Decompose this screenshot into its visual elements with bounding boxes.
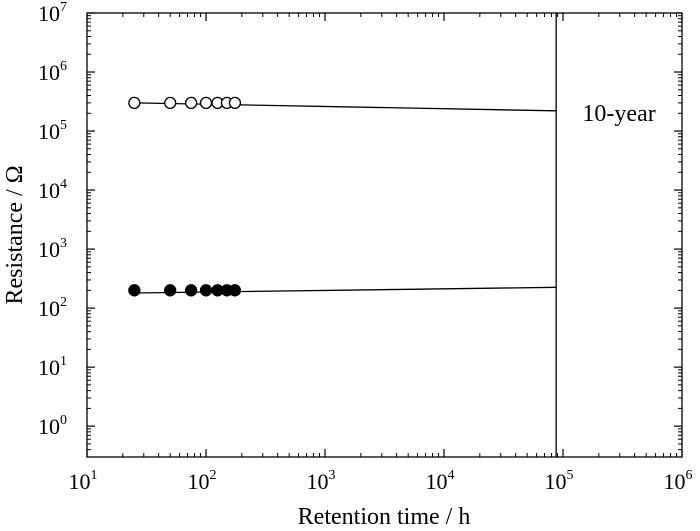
open-data-point — [228, 96, 242, 110]
x-tick-label: 102 — [188, 468, 217, 494]
x-tick-label: 103 — [307, 468, 336, 494]
filled-data-point — [164, 284, 177, 297]
x-axis-ticks: 101 102 103 104 105 106 — [69, 13, 693, 494]
filled-data-point — [228, 284, 242, 297]
fit-line — [134, 286, 557, 294]
y-tick-label: 103 — [38, 236, 67, 262]
x-tick-label: 101 — [69, 468, 98, 494]
y-tick-label: 100 — [38, 413, 67, 439]
filled-data-point — [199, 284, 213, 297]
x-axis-label: Retention time / h — [298, 504, 471, 530]
filled-data-point — [128, 284, 141, 297]
y-tick-label: 101 — [38, 354, 67, 380]
x-tick-label: 106 — [664, 468, 693, 494]
open-data-point — [184, 96, 198, 110]
y-tick-label: 107 — [38, 0, 67, 26]
y-axis-ticks: 100 101 102 103 104 105 106 107 — [38, 0, 682, 458]
y-tick-label: 106 — [38, 59, 67, 85]
x-tick-label: 104 — [426, 468, 455, 494]
y-tick-label: 102 — [38, 295, 67, 321]
open-data-point — [164, 96, 177, 110]
open-data-point — [128, 96, 141, 110]
plot-frame — [86, 12, 683, 458]
filled-data-point — [184, 284, 198, 297]
y-tick-label: 105 — [38, 118, 67, 144]
fit-lines — [134, 102, 557, 294]
ten-year-label: 10-year — [582, 101, 655, 127]
open-data-point — [199, 96, 213, 110]
data-points — [128, 96, 242, 297]
y-axis-label: Resistance / Ω — [2, 165, 28, 304]
fit-line — [134, 102, 557, 112]
x-tick-label: 105 — [545, 468, 574, 494]
y-tick-label: 104 — [38, 177, 67, 203]
